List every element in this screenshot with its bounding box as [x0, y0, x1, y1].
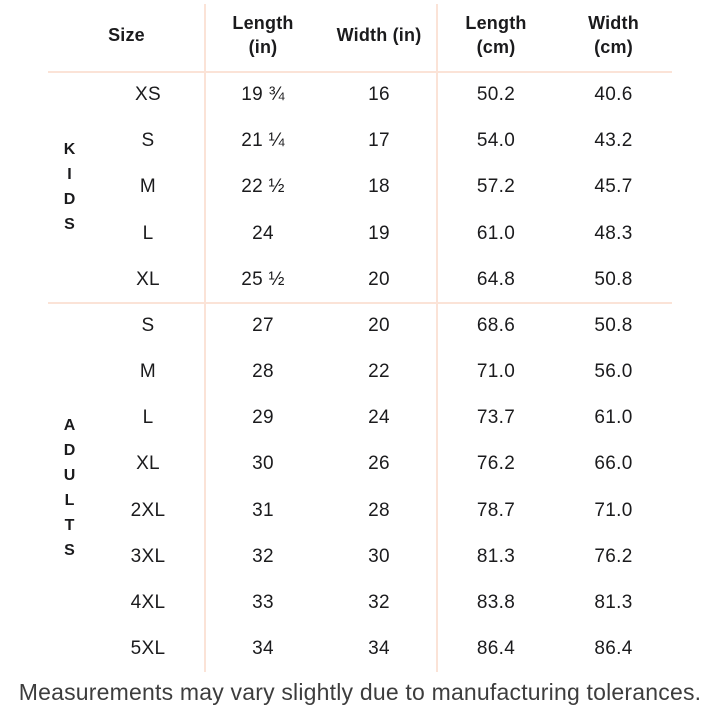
width-cm-value: 76.2 — [594, 545, 633, 567]
width-in-value: 30 — [368, 545, 390, 567]
size-value: S — [141, 315, 155, 337]
width-in-value: 22 — [368, 361, 390, 383]
header-width-in: Width (in) — [336, 25, 422, 46]
length-cm-value: 73.7 — [476, 407, 516, 429]
length-cm-value: 78.7 — [476, 499, 516, 521]
length-cm-value: 68.6 — [476, 315, 516, 337]
group-letter: D — [63, 441, 76, 459]
column-divider-left — [204, 4, 206, 672]
header-length-cm: Length (cm) — [465, 13, 527, 57]
header-length-in: Length (in) — [232, 13, 294, 57]
length-in-value: 29 — [252, 407, 274, 429]
group-letter: U — [63, 466, 76, 484]
group-label-kids: K I D S — [48, 72, 91, 303]
width-in-value: 20 — [368, 268, 390, 290]
group-letter: S — [64, 216, 75, 234]
width-in-value: 34 — [368, 637, 390, 659]
size-value: L — [142, 222, 154, 244]
size-value: 3XL — [130, 545, 166, 567]
length-cm-value: 86.4 — [476, 637, 516, 659]
group-letter: A — [63, 416, 76, 434]
header-width-cm: Width (cm) — [588, 13, 639, 57]
adults-section: A D U L T S S 27 20 68.6 50.8 M 28 22 71… — [48, 303, 672, 672]
size-value: L — [142, 407, 154, 429]
length-cm-value: 71.0 — [476, 361, 516, 383]
length-in-value: 28 — [252, 361, 274, 383]
header-divider — [48, 71, 672, 73]
kids-adults-divider — [48, 302, 672, 304]
width-cm-value: 40.6 — [594, 84, 633, 106]
size-value: XL — [136, 268, 160, 290]
size-value: XS — [135, 84, 161, 106]
length-in-value: 27 — [252, 315, 274, 337]
size-value: 2XL — [130, 499, 166, 521]
group-letter: T — [64, 516, 75, 534]
length-cm-value: 64.8 — [476, 268, 516, 290]
width-in-value: 16 — [368, 84, 390, 106]
length-in-value: 32 — [252, 545, 274, 567]
width-cm-value: 50.8 — [594, 268, 633, 290]
group-letter: K — [63, 141, 76, 159]
group-letter: S — [64, 541, 75, 559]
width-cm-value: 56.0 — [594, 361, 633, 383]
width-cm-value: 61.0 — [594, 407, 633, 429]
size-value: XL — [136, 453, 160, 475]
length-cm-value: 54.0 — [476, 130, 516, 152]
group-letter: D — [63, 191, 76, 209]
size-value: M — [139, 176, 157, 198]
width-cm-value: 50.8 — [594, 315, 633, 337]
length-cm-value: 83.8 — [476, 591, 516, 613]
group-label-adults: A D U L T S — [48, 303, 91, 672]
width-cm-value: 43.2 — [594, 130, 633, 152]
width-in-value: 18 — [368, 176, 390, 198]
width-in-value: 28 — [368, 499, 390, 521]
length-in-value: 33 — [252, 591, 274, 613]
group-letter: I — [67, 166, 72, 184]
width-in-value: 32 — [368, 591, 390, 613]
width-in-value: 20 — [368, 315, 390, 337]
length-in-value: 25 ½ — [241, 268, 285, 290]
width-cm-value: 66.0 — [594, 453, 633, 475]
width-cm-value: 86.4 — [594, 637, 633, 659]
length-in-value: 22 ½ — [241, 176, 285, 198]
width-cm-value: 48.3 — [594, 222, 633, 244]
length-in-value: 30 — [252, 453, 274, 475]
size-value: M — [139, 361, 157, 383]
width-in-value: 17 — [368, 130, 390, 152]
tolerance-note: Measurements may vary slightly due to ma… — [18, 678, 702, 705]
length-cm-value: 76.2 — [476, 453, 516, 475]
length-cm-value: 57.2 — [476, 176, 516, 198]
width-cm-value: 71.0 — [594, 499, 633, 521]
size-value: 4XL — [130, 591, 166, 613]
size-value: S — [141, 130, 155, 152]
width-in-value: 19 — [368, 222, 390, 244]
group-letter: L — [64, 491, 75, 509]
column-divider-right — [436, 4, 438, 672]
length-in-value: 31 — [252, 499, 274, 521]
width-in-value: 26 — [368, 453, 390, 475]
length-in-value: 21 ¼ — [241, 130, 285, 152]
length-in-value: 19 ¾ — [241, 84, 285, 106]
length-in-value: 24 — [252, 222, 274, 244]
width-in-value: 24 — [368, 407, 390, 429]
size-value: 5XL — [130, 637, 166, 659]
width-cm-value: 81.3 — [594, 591, 633, 613]
length-cm-value: 50.2 — [476, 84, 516, 106]
length-in-value: 34 — [252, 637, 274, 659]
header-size: Size — [108, 25, 145, 46]
table-header-row: Size Length (in) Width (in) Length (cm) … — [48, 0, 672, 72]
length-cm-value: 81.3 — [476, 545, 516, 567]
width-cm-value: 45.7 — [594, 176, 633, 198]
kids-section: K I D S XS 19 ¾ 16 50.2 40.6 S 21 ¼ 17 5… — [48, 72, 672, 303]
length-cm-value: 61.0 — [476, 222, 516, 244]
